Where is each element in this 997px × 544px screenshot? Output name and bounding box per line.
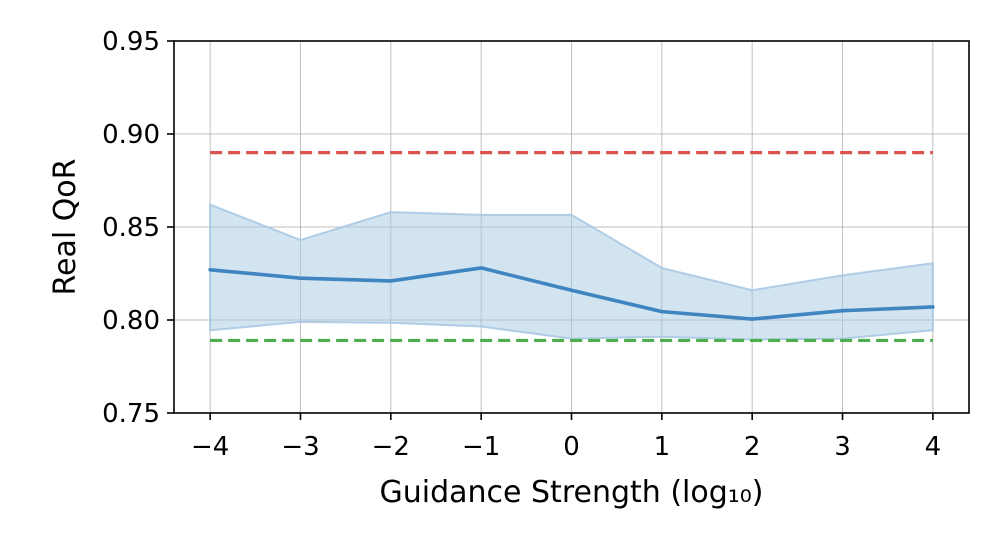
data-point-5 <box>660 310 664 314</box>
confidence-band <box>209 203 934 341</box>
y-tick-label: 0.95 <box>102 27 160 57</box>
x-tick-label: −1 <box>462 432 500 462</box>
y-tick-label: 0.75 <box>102 399 160 429</box>
data-point-2 <box>389 279 393 283</box>
x-axis-ticks: −4 −3 −2 −1 0 1 2 3 4 <box>191 413 941 462</box>
data-point-1 <box>298 276 303 280</box>
data-point-8 <box>931 305 935 309</box>
x-tick-label: −2 <box>372 432 410 462</box>
y-tick-label: 0.90 <box>102 120 160 150</box>
x-tick-label: −3 <box>281 432 319 462</box>
x-axis-label: Guidance Strength (log₁₀) <box>379 475 763 510</box>
data-point-0 <box>208 268 212 272</box>
x-tick-label: 0 <box>563 432 580 462</box>
confidence-band-group <box>209 203 934 341</box>
x-tick-label: −4 <box>191 432 229 462</box>
y-tick-label: 0.85 <box>102 213 160 243</box>
data-point-3 <box>479 266 483 270</box>
x-tick-label: 3 <box>834 432 851 462</box>
x-tick-label: 1 <box>654 432 671 462</box>
data-point-6 <box>750 317 754 321</box>
reference-lines <box>210 151 933 343</box>
y-axis-label: Real QoR <box>48 158 83 295</box>
y-tick-label: 0.80 <box>102 306 160 336</box>
x-tick-label: 4 <box>925 432 942 462</box>
data-point-4 <box>569 288 574 292</box>
y-axis-ticks: 0.75 0.80 0.85 0.90 0.95 <box>102 27 174 429</box>
data-point-7 <box>840 309 845 313</box>
x-tick-label: 2 <box>744 432 761 462</box>
series-group <box>208 266 935 321</box>
